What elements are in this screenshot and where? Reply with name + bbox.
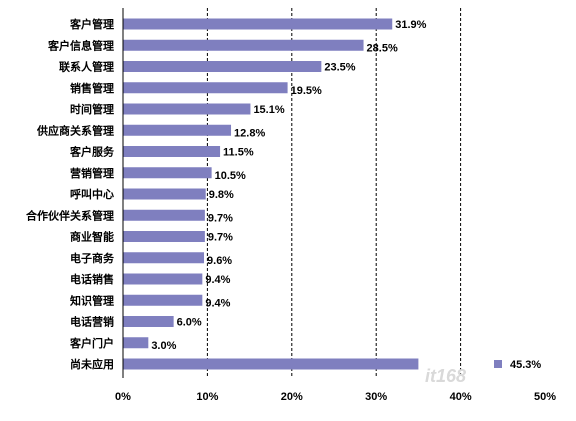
value-label: 6.0% bbox=[177, 317, 202, 329]
bar bbox=[123, 188, 206, 200]
category-label: 客户服务 bbox=[69, 145, 115, 159]
value-label: 9.4% bbox=[205, 297, 230, 309]
bars bbox=[123, 18, 419, 370]
category-label: 尚未应用 bbox=[70, 357, 114, 371]
bar bbox=[123, 358, 419, 370]
value-label: 10.5% bbox=[215, 170, 246, 182]
category-label: 销售管理 bbox=[70, 81, 114, 95]
category-label: 营销管理 bbox=[70, 166, 114, 180]
watermark: it168 bbox=[425, 366, 466, 386]
category-label: 联系人管理 bbox=[59, 60, 114, 74]
x-tick-label: 40% bbox=[450, 391, 472, 403]
value-label: 9.7% bbox=[208, 232, 233, 244]
bar bbox=[123, 39, 364, 51]
category-labels: 客户管理客户信息管理联系人管理销售管理时间管理供应商关系管理客户服务营销管理呼叫… bbox=[26, 17, 115, 371]
value-label: 28.5% bbox=[367, 42, 398, 54]
category-label: 客户信息管理 bbox=[47, 38, 114, 52]
bar bbox=[123, 252, 205, 264]
category-label: 合作伙伴关系管理 bbox=[26, 208, 114, 222]
category-label: 客户管理 bbox=[69, 17, 114, 31]
bar bbox=[123, 146, 221, 157]
value-label: 12.8% bbox=[234, 127, 265, 139]
value-label: 11.5% bbox=[223, 147, 254, 159]
bar bbox=[123, 209, 205, 221]
x-tick-label: 0% bbox=[115, 391, 131, 403]
bar bbox=[123, 124, 232, 136]
bar bbox=[123, 273, 203, 285]
category-label: 供应商关系管理 bbox=[36, 123, 114, 137]
value-label: 9.6% bbox=[207, 255, 232, 267]
category-label: 时间管理 bbox=[70, 102, 114, 116]
bar bbox=[123, 103, 251, 115]
bar bbox=[123, 337, 149, 349]
value-label: 45.3% bbox=[510, 359, 541, 371]
x-tick-label: 10% bbox=[196, 391, 218, 403]
value-label: 3.0% bbox=[151, 340, 176, 352]
value-labels: 31.9% 28.5% 23.5%19.5% 15.1% 12.8% 11.5% 10.5%… bbox=[151, 19, 541, 371]
bar bbox=[123, 294, 203, 306]
category-label: 呼叫中心 bbox=[70, 187, 114, 201]
category-label: 知识管理 bbox=[69, 293, 114, 307]
value-label: 15.1% bbox=[253, 104, 284, 116]
bar bbox=[123, 316, 174, 327]
category-label: 商业智能 bbox=[70, 230, 114, 244]
value-label: 19.5% bbox=[291, 85, 322, 97]
bar bbox=[123, 231, 205, 242]
bar bbox=[123, 18, 393, 30]
category-label: 电话营销 bbox=[70, 315, 114, 329]
x-axis: 0% 10% 20% 30% 40% 50% bbox=[115, 8, 556, 403]
value-label: 9.8% bbox=[209, 189, 234, 201]
bar bbox=[123, 82, 288, 94]
value-label: 23.5% bbox=[324, 62, 355, 74]
value-label: 9.7% bbox=[208, 212, 233, 224]
category-label: 电话销售 bbox=[70, 272, 114, 286]
bar bbox=[123, 61, 322, 72]
x-tick-label: 30% bbox=[365, 391, 387, 403]
bar bbox=[123, 167, 212, 179]
value-label: 9.4% bbox=[205, 274, 230, 286]
category-label: 客户门户 bbox=[69, 336, 114, 350]
value-marker bbox=[494, 360, 502, 368]
x-tick-label: 50% bbox=[534, 391, 556, 403]
category-label: 电子商务 bbox=[70, 251, 115, 265]
x-tick-label: 20% bbox=[281, 391, 303, 403]
value-label: 31.9% bbox=[395, 19, 426, 31]
